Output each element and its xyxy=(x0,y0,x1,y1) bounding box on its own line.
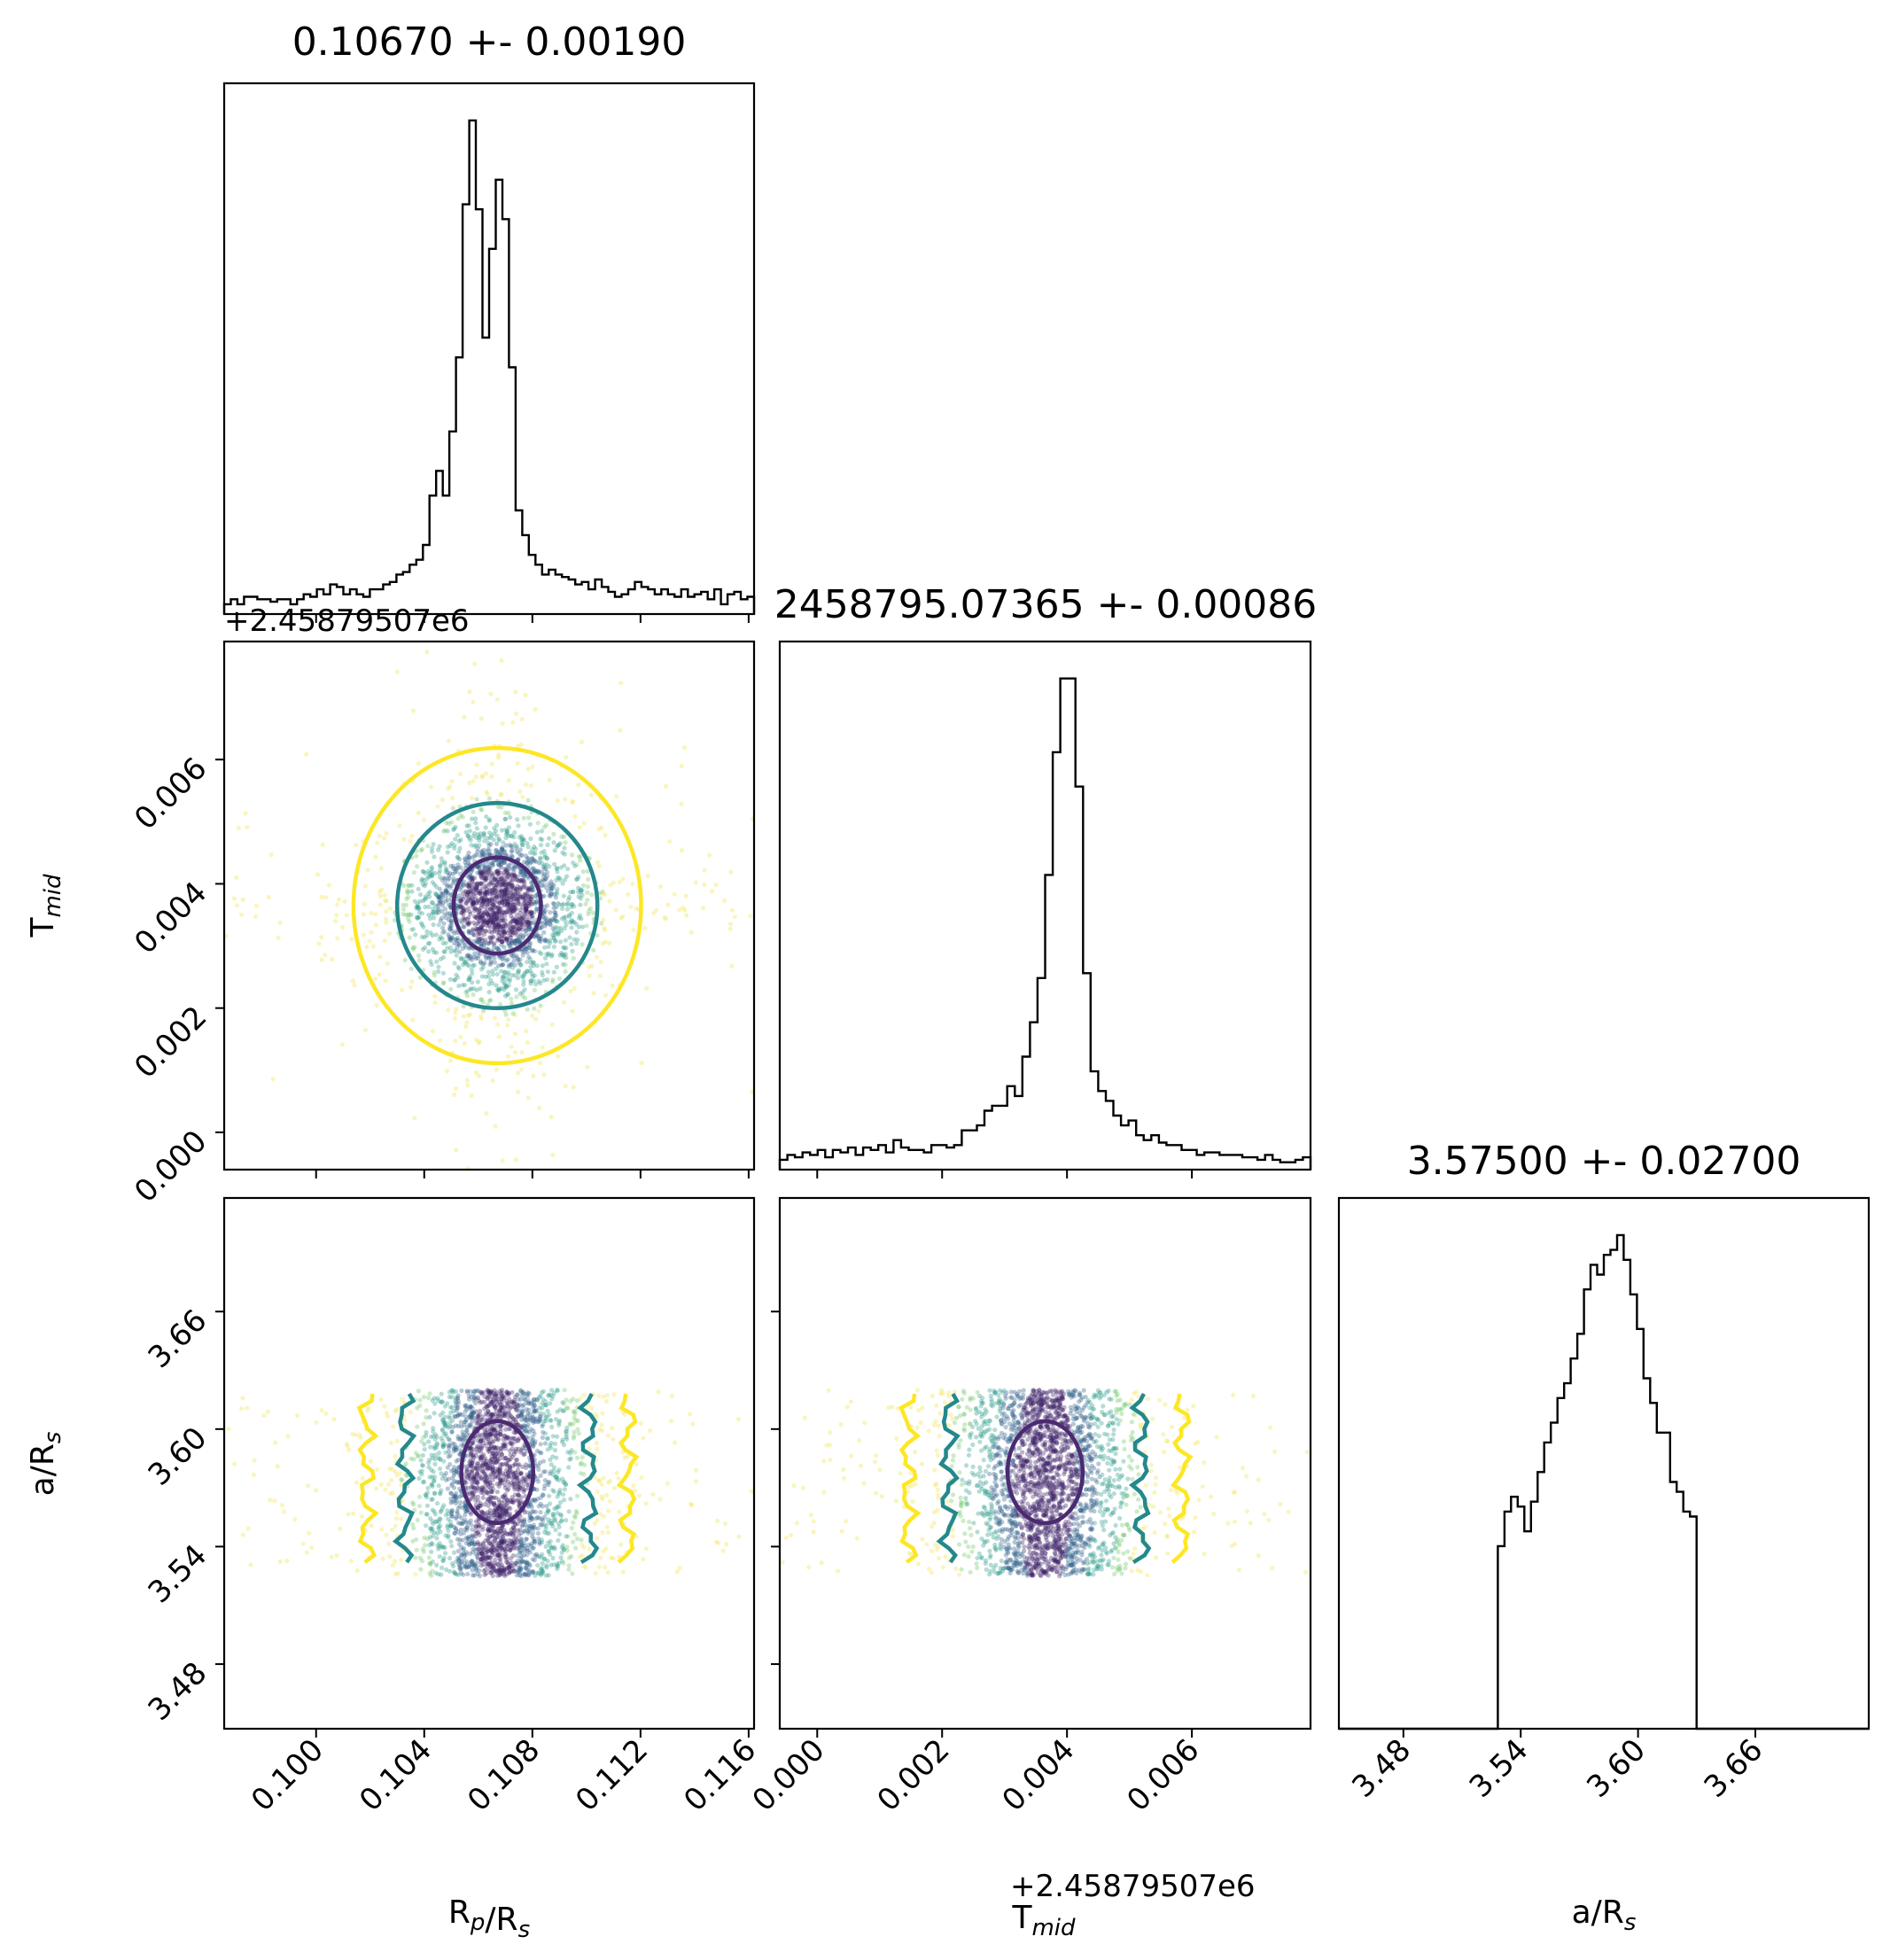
panel-frame-1-1 xyxy=(778,640,1312,1171)
contour-middle-left-tmid-vs-ars xyxy=(936,1392,961,1564)
contour-outer-rp-vs-tmid xyxy=(351,745,643,1066)
title-ars: 3.57500 +- 0.02700 xyxy=(1407,1139,1801,1184)
ytick-label-tmid: 0.006 xyxy=(128,751,214,836)
x-axis-label-rp: Rp/Rs xyxy=(448,1894,530,1943)
contour-middle-left-rp-vs-ars xyxy=(392,1392,417,1564)
xtick-label-rp: 0.108 xyxy=(461,1732,547,1818)
ytick-label-ars: 3.66 xyxy=(142,1303,214,1375)
xtick-label-rp: 0.112 xyxy=(569,1732,655,1818)
contour-inner-tmid-vs-ars xyxy=(1005,1419,1085,1526)
contour-middle-rp-vs-tmid xyxy=(394,800,600,1011)
x-axis-label-tmid: Tmid xyxy=(1011,1900,1076,1941)
x-axis-label-ars: a/Rs xyxy=(1572,1894,1637,1936)
contour-outer-left-tmid-vs-ars xyxy=(898,1393,922,1564)
contour-inner-rp-vs-tmid xyxy=(451,855,543,956)
title-rp: 0.10670 +- 0.00190 xyxy=(292,19,687,65)
title-tmid: 2458795.07365 +- 0.00086 xyxy=(774,582,1318,627)
scatter-rp-vs-tmid xyxy=(224,649,754,1170)
panel-frame-2-1 xyxy=(778,1196,1312,1731)
histogram-tmid xyxy=(778,677,1312,1170)
xtick-label-rp: 0.100 xyxy=(245,1732,331,1818)
ytick-label-ars: 3.60 xyxy=(142,1420,214,1493)
xtick-label-ars: 3.48 xyxy=(1345,1732,1418,1805)
xtick-label-ars: 3.54 xyxy=(1463,1732,1536,1805)
panel-frame-2-0 xyxy=(222,1196,756,1731)
contour-outer-right-tmid-vs-ars xyxy=(1170,1393,1194,1564)
contour-outer-left-rp-vs-ars xyxy=(356,1393,379,1564)
scatter-points-layer xyxy=(224,649,1310,1579)
histogram-rp xyxy=(222,119,756,614)
scatter-tmid-vs-ars xyxy=(780,1388,1310,1579)
ytick-label-ars: 3.48 xyxy=(142,1655,214,1728)
ytick-label-ars: 3.54 xyxy=(142,1538,214,1611)
y-axis-label-tmid: Tmid xyxy=(25,874,66,938)
xtick-label-ars: 3.60 xyxy=(1580,1732,1653,1805)
xtick-label-tmid: 0.002 xyxy=(870,1732,956,1818)
ytick-label-tmid: 0.000 xyxy=(128,1124,214,1209)
xtick-label-rp: 0.116 xyxy=(677,1732,763,1818)
xtick-label-tmid: 0.000 xyxy=(746,1732,832,1818)
ytick-label-tmid: 0.004 xyxy=(128,875,214,961)
xtick-label-tmid: 0.004 xyxy=(995,1732,1081,1818)
scatter-rp-vs-ars xyxy=(226,1388,754,1579)
contour-middle-right-tmid-vs-ars xyxy=(1128,1392,1152,1565)
contour-outer-right-rp-vs-ars xyxy=(616,1393,640,1564)
panel-frame-1-0 xyxy=(222,640,756,1171)
xtick-label-rp: 0.104 xyxy=(353,1732,439,1818)
contour-inner-rp-vs-ars xyxy=(459,1419,536,1526)
panel-frame-0-0 xyxy=(222,82,756,616)
xtick-label-ars: 3.66 xyxy=(1698,1732,1770,1805)
offset-label-tmid-x: +2.45879507e6 xyxy=(1010,1869,1256,1904)
histogram-ars xyxy=(1339,1233,1869,1731)
offset-label-tmid-y: +2.45879507e6 xyxy=(224,603,470,639)
contour-middle-right-rp-vs-ars xyxy=(576,1392,600,1565)
ytick-label-tmid: 0.002 xyxy=(128,999,214,1085)
xtick-label-tmid: 0.006 xyxy=(1120,1732,1206,1818)
y-axis-label-ars: a/Rs xyxy=(25,1432,66,1497)
panel-frame-2-2 xyxy=(1337,1196,1871,1731)
